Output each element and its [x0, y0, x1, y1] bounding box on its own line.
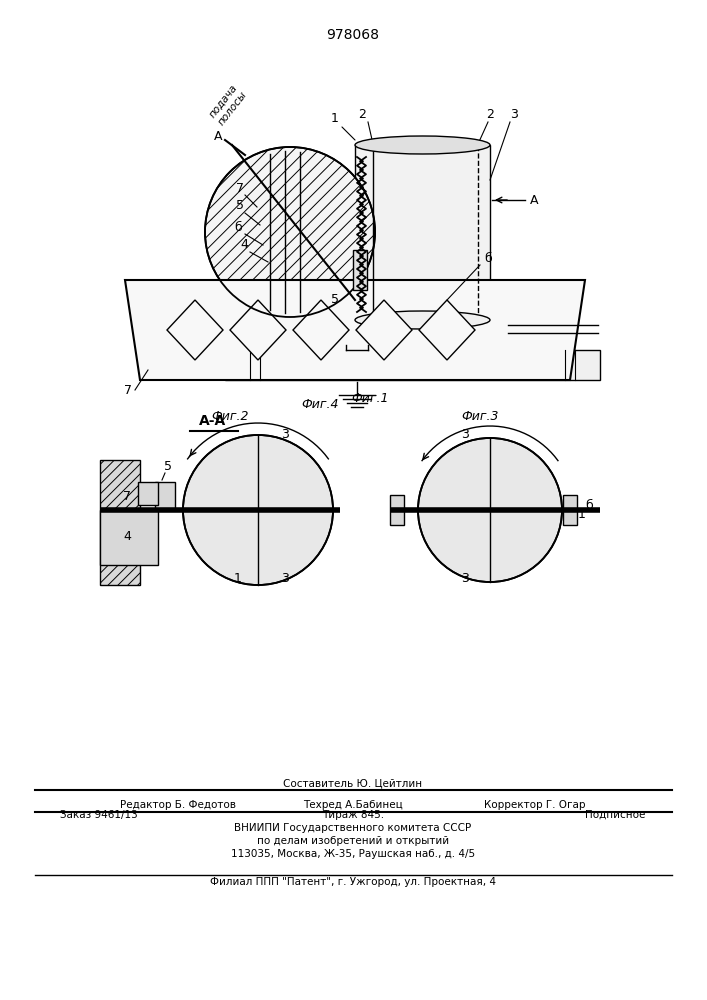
Polygon shape — [419, 300, 475, 360]
PathPatch shape — [563, 495, 577, 525]
Text: ВНИИПИ Государственного комитета СССР: ВНИИПИ Государственного комитета СССР — [235, 823, 472, 833]
Polygon shape — [167, 300, 223, 360]
Polygon shape — [353, 250, 367, 290]
PathPatch shape — [155, 482, 175, 510]
Text: 113035, Москва, Ж-35, Раушская наб., д. 4/5: 113035, Москва, Ж-35, Раушская наб., д. … — [231, 849, 475, 859]
Polygon shape — [125, 280, 585, 380]
Text: б: б — [585, 499, 592, 512]
Polygon shape — [225, 350, 600, 380]
PathPatch shape — [353, 250, 367, 290]
Text: Фиг.2: Фиг.2 — [211, 410, 249, 423]
Text: A: A — [214, 130, 222, 143]
Circle shape — [418, 438, 562, 582]
Polygon shape — [138, 482, 158, 505]
Text: Фиг.4: Фиг.4 — [301, 398, 339, 411]
Polygon shape — [230, 300, 286, 360]
Text: Филиал ППП "Патент", г. Ужгород, ул. Проектная, 4: Филиал ППП "Патент", г. Ужгород, ул. Про… — [210, 877, 496, 887]
Polygon shape — [293, 300, 349, 360]
Text: 3: 3 — [510, 108, 518, 121]
Text: 5: 5 — [331, 293, 339, 306]
Circle shape — [183, 435, 333, 585]
Circle shape — [205, 147, 375, 317]
Text: 3: 3 — [281, 428, 289, 441]
Polygon shape — [356, 300, 412, 360]
Text: 5: 5 — [164, 460, 172, 473]
Text: 4: 4 — [123, 530, 131, 543]
Text: б: б — [484, 252, 492, 265]
Text: Техред А.Бабинец: Техред А.Бабинец — [303, 800, 403, 810]
Text: Редактор Б. Федотов: Редактор Б. Федотов — [120, 800, 236, 810]
Polygon shape — [100, 460, 140, 585]
Text: 3: 3 — [281, 572, 289, 585]
Text: 5: 5 — [236, 199, 244, 212]
Text: 7: 7 — [123, 490, 131, 503]
Text: Составитель Ю. Цейтлин: Составитель Ю. Цейтлин — [284, 778, 423, 788]
PathPatch shape — [390, 495, 404, 525]
Text: 1: 1 — [578, 508, 586, 521]
Text: 2: 2 — [358, 108, 366, 121]
Text: 1: 1 — [234, 572, 242, 585]
Text: Корректор Г. Огар: Корректор Г. Огар — [484, 800, 586, 810]
Text: 7: 7 — [236, 182, 244, 195]
Text: 978068: 978068 — [327, 28, 380, 42]
PathPatch shape — [138, 482, 158, 505]
Polygon shape — [355, 145, 490, 320]
Text: Подписное: Подписное — [585, 810, 645, 820]
Ellipse shape — [355, 136, 490, 154]
Text: Заказ 9461/13: Заказ 9461/13 — [60, 810, 138, 820]
Text: 4: 4 — [240, 238, 248, 251]
Ellipse shape — [355, 311, 490, 329]
Polygon shape — [338, 320, 508, 345]
Polygon shape — [155, 482, 175, 510]
Text: по делам изобретений и открытий: по делам изобретений и открытий — [257, 836, 449, 846]
Text: A: A — [530, 194, 539, 207]
PathPatch shape — [100, 460, 140, 585]
Text: 7: 7 — [124, 384, 132, 397]
Text: 2: 2 — [486, 108, 494, 121]
Text: б: б — [234, 221, 242, 234]
Text: А-А: А-А — [199, 414, 227, 428]
Text: подача
полосы: подача полосы — [207, 82, 249, 127]
Text: 3: 3 — [461, 428, 469, 441]
Circle shape — [418, 438, 562, 582]
Circle shape — [183, 435, 333, 585]
Circle shape — [205, 147, 375, 317]
Text: 3: 3 — [461, 572, 469, 585]
Text: 1: 1 — [331, 112, 339, 125]
Text: Тираж 845.: Тираж 845. — [322, 810, 384, 820]
Polygon shape — [390, 495, 404, 525]
Text: Фиг.3: Фиг.3 — [461, 410, 498, 423]
Polygon shape — [563, 495, 577, 525]
Polygon shape — [100, 510, 158, 565]
PathPatch shape — [100, 510, 158, 565]
Text: Фиг.1: Фиг.1 — [351, 392, 389, 405]
